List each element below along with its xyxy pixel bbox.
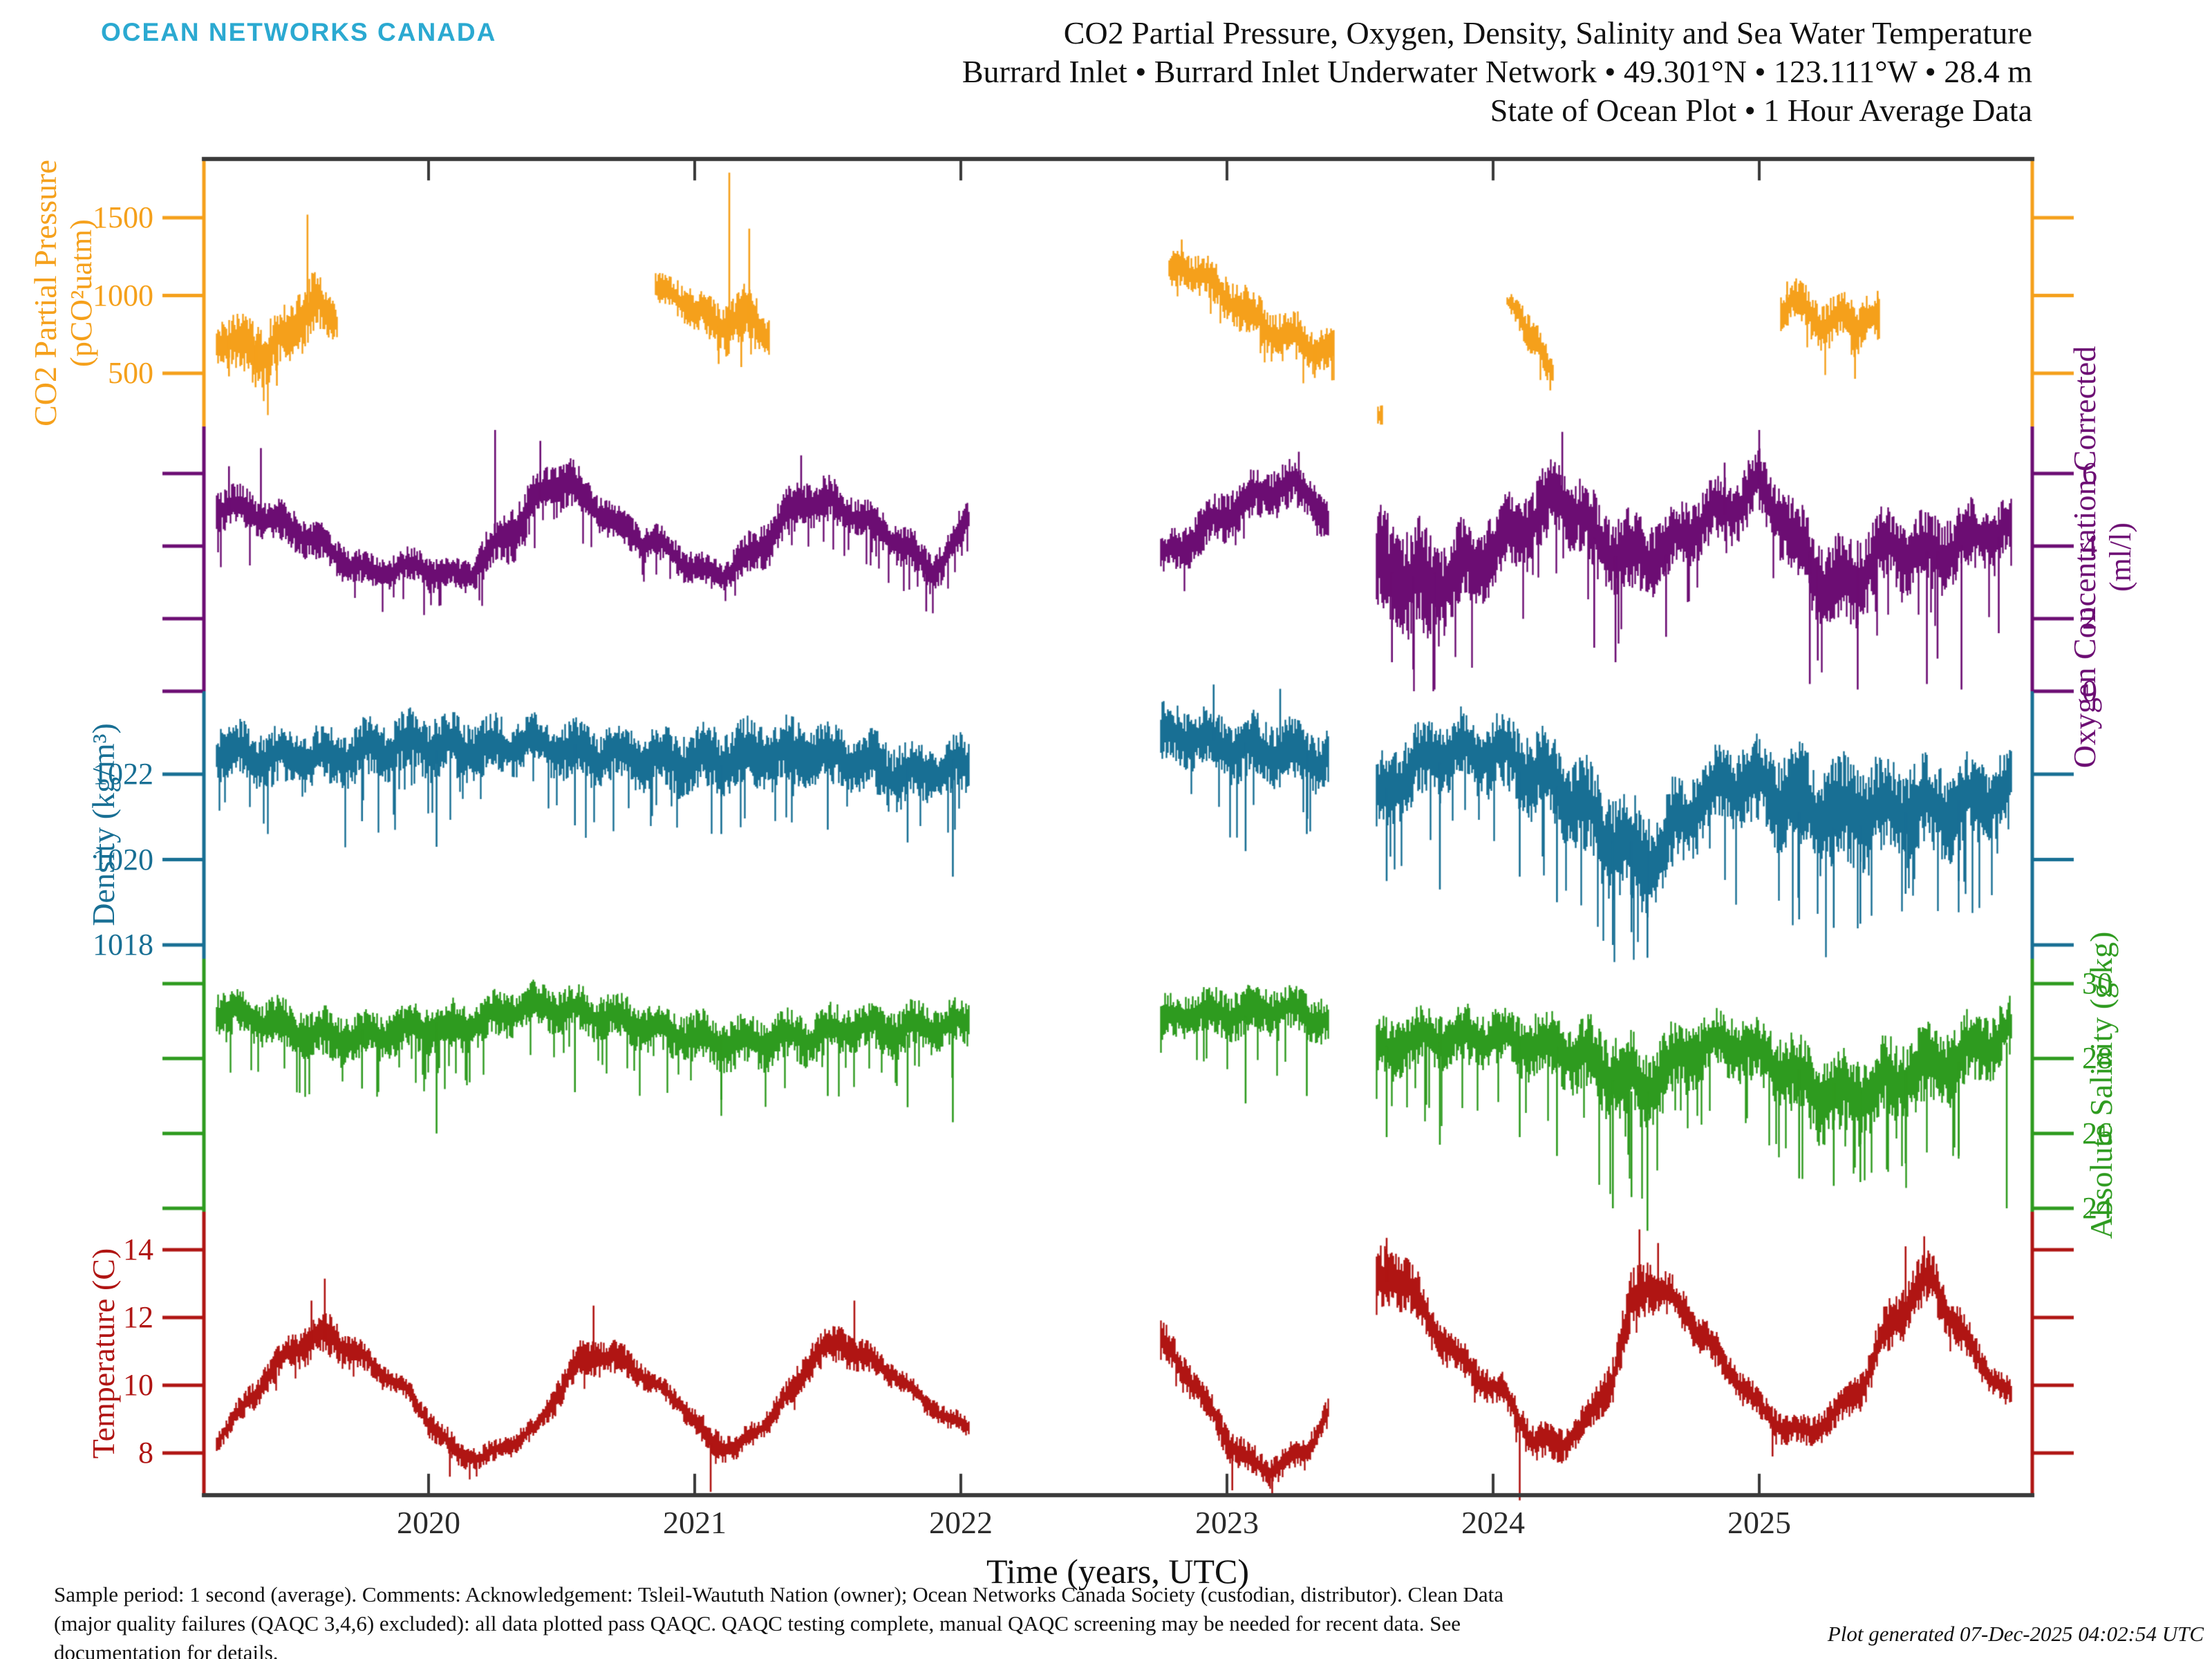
den-tick-label-1020: 1020 bbox=[93, 842, 153, 877]
den-tick-label-1022: 1022 bbox=[93, 757, 153, 791]
density-axis-title-text: Density (kg/m³) bbox=[86, 723, 121, 926]
year-label-2020: 2020 bbox=[397, 1505, 460, 1540]
x-axis-title: Time (years, UTC) bbox=[986, 1552, 1250, 1591]
year-label-2025: 2025 bbox=[1727, 1505, 1791, 1540]
tem-tick-label-14: 14 bbox=[123, 1232, 153, 1266]
plot-generated-timestamp: Plot generated 07-Dec-2025 04:02:54 UTC bbox=[1827, 1622, 2204, 1646]
den-tick-label-1018: 1018 bbox=[93, 928, 153, 962]
tem-tick-label-10: 10 bbox=[123, 1368, 153, 1402]
oxy-tick-label-6: 6 bbox=[2082, 456, 2097, 490]
year-label-2023: 2023 bbox=[1195, 1505, 1259, 1540]
footer-comments: Sample period: 1 second (average). Comme… bbox=[54, 1580, 1658, 1659]
year-label-2024: 2024 bbox=[1461, 1505, 1525, 1540]
co2-tick-label-1500: 1500 bbox=[93, 200, 153, 234]
year-label-2022: 2022 bbox=[929, 1505, 993, 1540]
title-line-3: State of Ocean Plot • 1 Hour Average Dat… bbox=[1490, 93, 2032, 128]
temperature-axis-title: Temperature (C) bbox=[86, 1248, 122, 1459]
year-label-2021: 2021 bbox=[663, 1505, 727, 1540]
oxy-tick-label-2: 2 bbox=[2082, 601, 2097, 635]
tem-tick-label-12: 12 bbox=[123, 1300, 153, 1334]
footer-line-2: (major quality failures (QAQC 3,4,6) exc… bbox=[54, 1611, 1461, 1635]
sal-tick-label-24: 24 bbox=[2082, 1191, 2112, 1225]
density-axis-title: Density (kg/m³) bbox=[86, 723, 122, 926]
footer-line-3: documentation for details. bbox=[54, 1640, 279, 1659]
title-line-1: CO2 Partial Pressure, Oxygen, Density, S… bbox=[1063, 15, 2032, 50]
onc-logo: OCEAN NETWORKS CANADA bbox=[101, 18, 497, 46]
temperature-axis-title-text: Temperature (C) bbox=[86, 1248, 121, 1459]
tem-tick-label-8: 8 bbox=[138, 1436, 153, 1470]
sal-tick-label-26: 26 bbox=[2082, 1116, 2112, 1150]
title-line-2: Burrard Inlet • Burrard Inlet Underwater… bbox=[962, 54, 2032, 89]
plot-title: CO2 Partial Pressure, Oxygen, Density, S… bbox=[962, 14, 2032, 130]
co2-tick-label-1000: 1000 bbox=[93, 278, 153, 312]
sal-tick-label-28: 28 bbox=[2082, 1041, 2112, 1076]
co2-tick-label-500: 500 bbox=[108, 356, 153, 390]
oxy-tick-label-4: 4 bbox=[2082, 529, 2097, 563]
sal-tick-label-30: 30 bbox=[2082, 966, 2112, 1000]
oxy-tick-label-0: 0 bbox=[2082, 674, 2097, 708]
footer-line-1: Sample period: 1 second (average). Comme… bbox=[54, 1582, 1504, 1606]
